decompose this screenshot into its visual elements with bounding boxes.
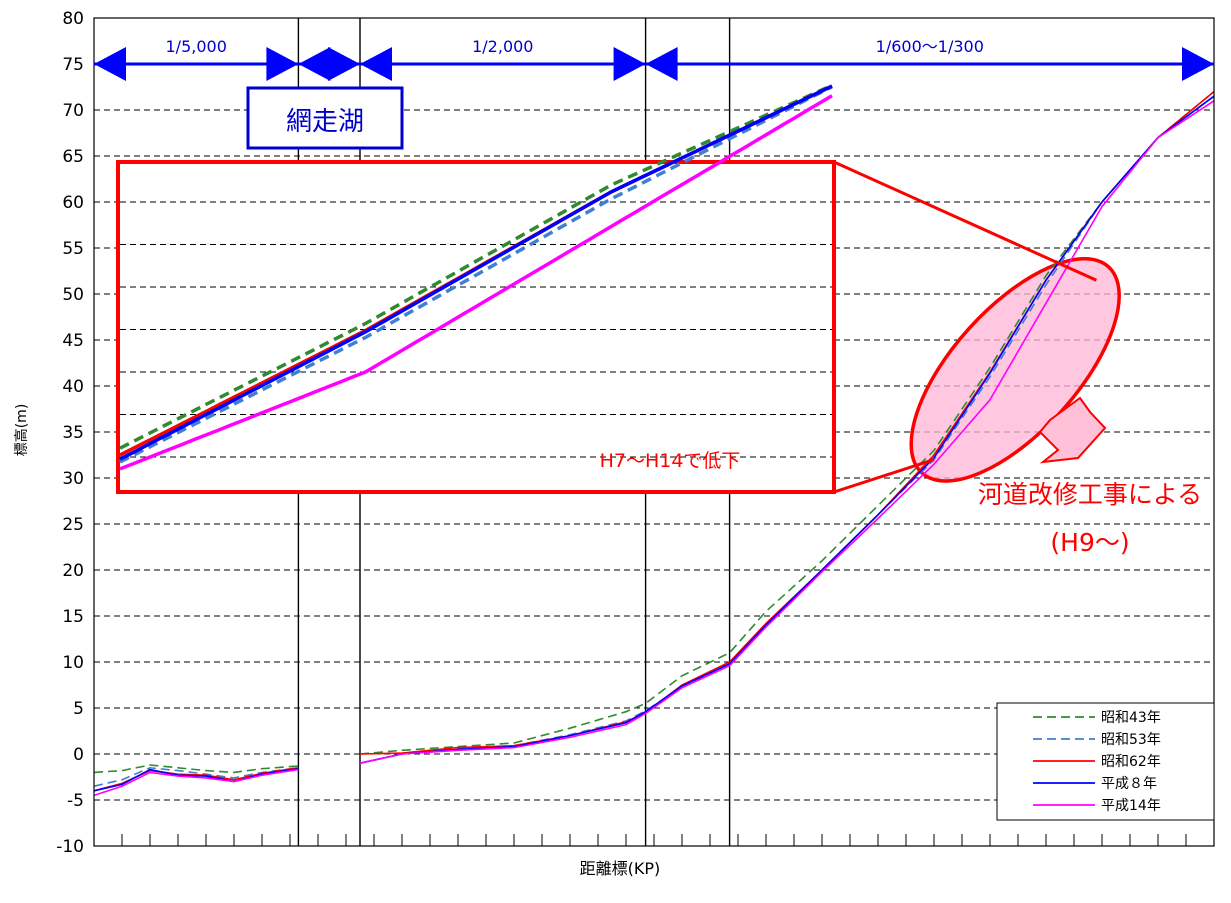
y-tick-label: 35 bbox=[62, 423, 84, 443]
highlight-overlay bbox=[909, 257, 1121, 483]
gradient-label: 1/2,000 bbox=[472, 37, 533, 56]
legend-label: 昭和62年 bbox=[1101, 754, 1161, 770]
y-tick-label: 45 bbox=[62, 331, 84, 351]
gradient-label: 1/5,000 bbox=[166, 37, 227, 56]
y-tick-label: 65 bbox=[62, 147, 84, 167]
lake-label-box bbox=[246, 86, 404, 150]
legend-label: 平成14年 bbox=[1101, 798, 1161, 814]
series-line bbox=[359, 100, 1215, 764]
inset-series-line bbox=[119, 85, 833, 464]
legend-label: 平成８年 bbox=[1101, 776, 1157, 792]
cause-annotation-line1: 河道改修工事による bbox=[978, 480, 1202, 509]
gradient-arrowhead-left bbox=[298, 47, 331, 81]
series-line bbox=[93, 768, 299, 797]
y-tick-label: 80 bbox=[62, 9, 84, 29]
y-tick-label: 20 bbox=[62, 561, 84, 581]
y-tick-label: 0 bbox=[73, 745, 84, 765]
y-tick-label: 40 bbox=[62, 377, 84, 397]
inset-frame bbox=[116, 160, 836, 494]
inset-series-line bbox=[119, 84, 833, 461]
y-tick-label: 15 bbox=[62, 607, 84, 627]
legend-label: 昭和43年 bbox=[1101, 710, 1161, 726]
gradient-arrowhead-right bbox=[1182, 47, 1214, 81]
series-line bbox=[93, 766, 299, 787]
inset-note: H7～H14で低下 bbox=[600, 450, 741, 472]
lake-label: 網走湖 bbox=[286, 107, 364, 137]
inset-series-line bbox=[119, 94, 833, 471]
series-line bbox=[93, 764, 299, 774]
y-tick-label: 60 bbox=[62, 193, 84, 213]
gradient-arrowhead-left bbox=[360, 47, 392, 81]
down-arrow-icon bbox=[1038, 396, 1107, 464]
gradient-arrowhead-right bbox=[613, 47, 646, 81]
y-tick-label: 75 bbox=[62, 55, 84, 75]
axes: -10 -5 0 5 10 15 20 25 30 35 40 45 50 55 60 65 70 75 80 bbox=[56, 9, 1215, 857]
y-tick-label: 30 bbox=[62, 469, 84, 489]
y-tick-label: 10 bbox=[62, 653, 84, 673]
cause-annotation-line2: (H9～) bbox=[1050, 528, 1129, 557]
inset-connector bbox=[833, 458, 935, 494]
y-axis-label: 標高(m) bbox=[13, 404, 30, 457]
gradient-arrowhead-left bbox=[645, 47, 678, 81]
y-tick-label: 25 bbox=[62, 515, 84, 535]
y-tick-label: 70 bbox=[62, 101, 84, 121]
series-line bbox=[359, 95, 1215, 764]
gradient-arrowhead-left bbox=[94, 47, 126, 81]
y-tick-label: 5 bbox=[73, 699, 84, 719]
x-axis-label: 距離標(KP) bbox=[580, 859, 661, 878]
gradient-arrowhead-right bbox=[328, 47, 360, 81]
legend-label: 昭和53年 bbox=[1101, 732, 1161, 748]
series-line bbox=[93, 767, 299, 792]
y-tick-label: -5 bbox=[67, 791, 84, 811]
inset-series-line bbox=[119, 83, 833, 450]
gradient-arrowhead-right bbox=[266, 47, 299, 81]
zoom-inset bbox=[116, 83, 1098, 494]
highlight-ellipse bbox=[909, 257, 1121, 483]
y-tick-label: 50 bbox=[62, 285, 84, 305]
y-tick-label: -10 bbox=[56, 837, 84, 857]
gradient-arrows: 1/5,000 1/2,000 1/600～1/300 bbox=[94, 37, 1214, 81]
inset-connector bbox=[833, 160, 1098, 282]
y-tick-label: 55 bbox=[62, 239, 84, 259]
gradient-label: 1/600～1/300 bbox=[876, 37, 984, 56]
